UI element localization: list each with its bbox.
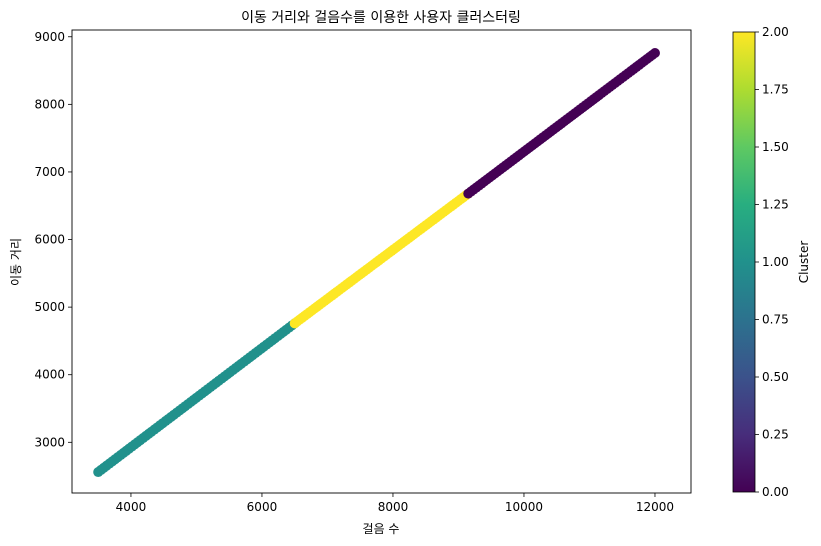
y-tick-label: 9000: [34, 30, 65, 44]
x-tick-label: 8000: [378, 500, 409, 514]
x-tick-label: 6000: [247, 500, 278, 514]
colorbar-tick-label: 1.25: [762, 198, 789, 212]
colorbar-tick-label: 0.50: [762, 370, 789, 384]
x-axis-ticks: 4000 6000 8000 10000 12000: [116, 493, 674, 514]
y-tick-label: 5000: [34, 300, 65, 314]
x-axis-label: 걸음 수: [363, 522, 400, 536]
colorbar-tick-label: 0.25: [762, 428, 789, 442]
colorbar: [732, 31, 756, 493]
y-tick-label: 4000: [34, 368, 65, 382]
y-tick-label: 8000: [34, 97, 65, 111]
colorbar-label: Cluster: [797, 241, 811, 284]
colorbar-tick-label: 1.75: [762, 83, 789, 97]
x-tick-label: 10000: [505, 500, 543, 514]
scatter-point: [649, 47, 660, 58]
colorbar-tick-label: 2.00: [762, 25, 789, 39]
y-axis-label: 이동 거리: [9, 238, 23, 286]
plot-area-frame: [71, 29, 692, 494]
y-axis-ticks: 3000 4000 5000 6000 7000 8000 9000: [34, 30, 72, 449]
y-tick-label: 7000: [34, 165, 65, 179]
x-tick-label: 12000: [636, 500, 674, 514]
y-tick-label: 3000: [34, 435, 65, 449]
chart-title: 이동 거리와 걸음수를 이용한 사용자 클러스터링: [241, 10, 521, 26]
colorbar-ticks: 0.00 0.25 0.50 0.75 1.00 1.25 1.50 1.75 2.00: [755, 25, 789, 499]
x-tick-label: 4000: [116, 500, 147, 514]
y-tick-label: 6000: [34, 233, 65, 247]
scatter-points: [93, 47, 660, 478]
colorbar-tick-label: 0.00: [762, 485, 789, 499]
colorbar-tick-label: 1.50: [762, 140, 789, 154]
colorbar-tick-label: 0.75: [762, 313, 789, 327]
colorbar-tick-label: 1.00: [762, 255, 789, 269]
